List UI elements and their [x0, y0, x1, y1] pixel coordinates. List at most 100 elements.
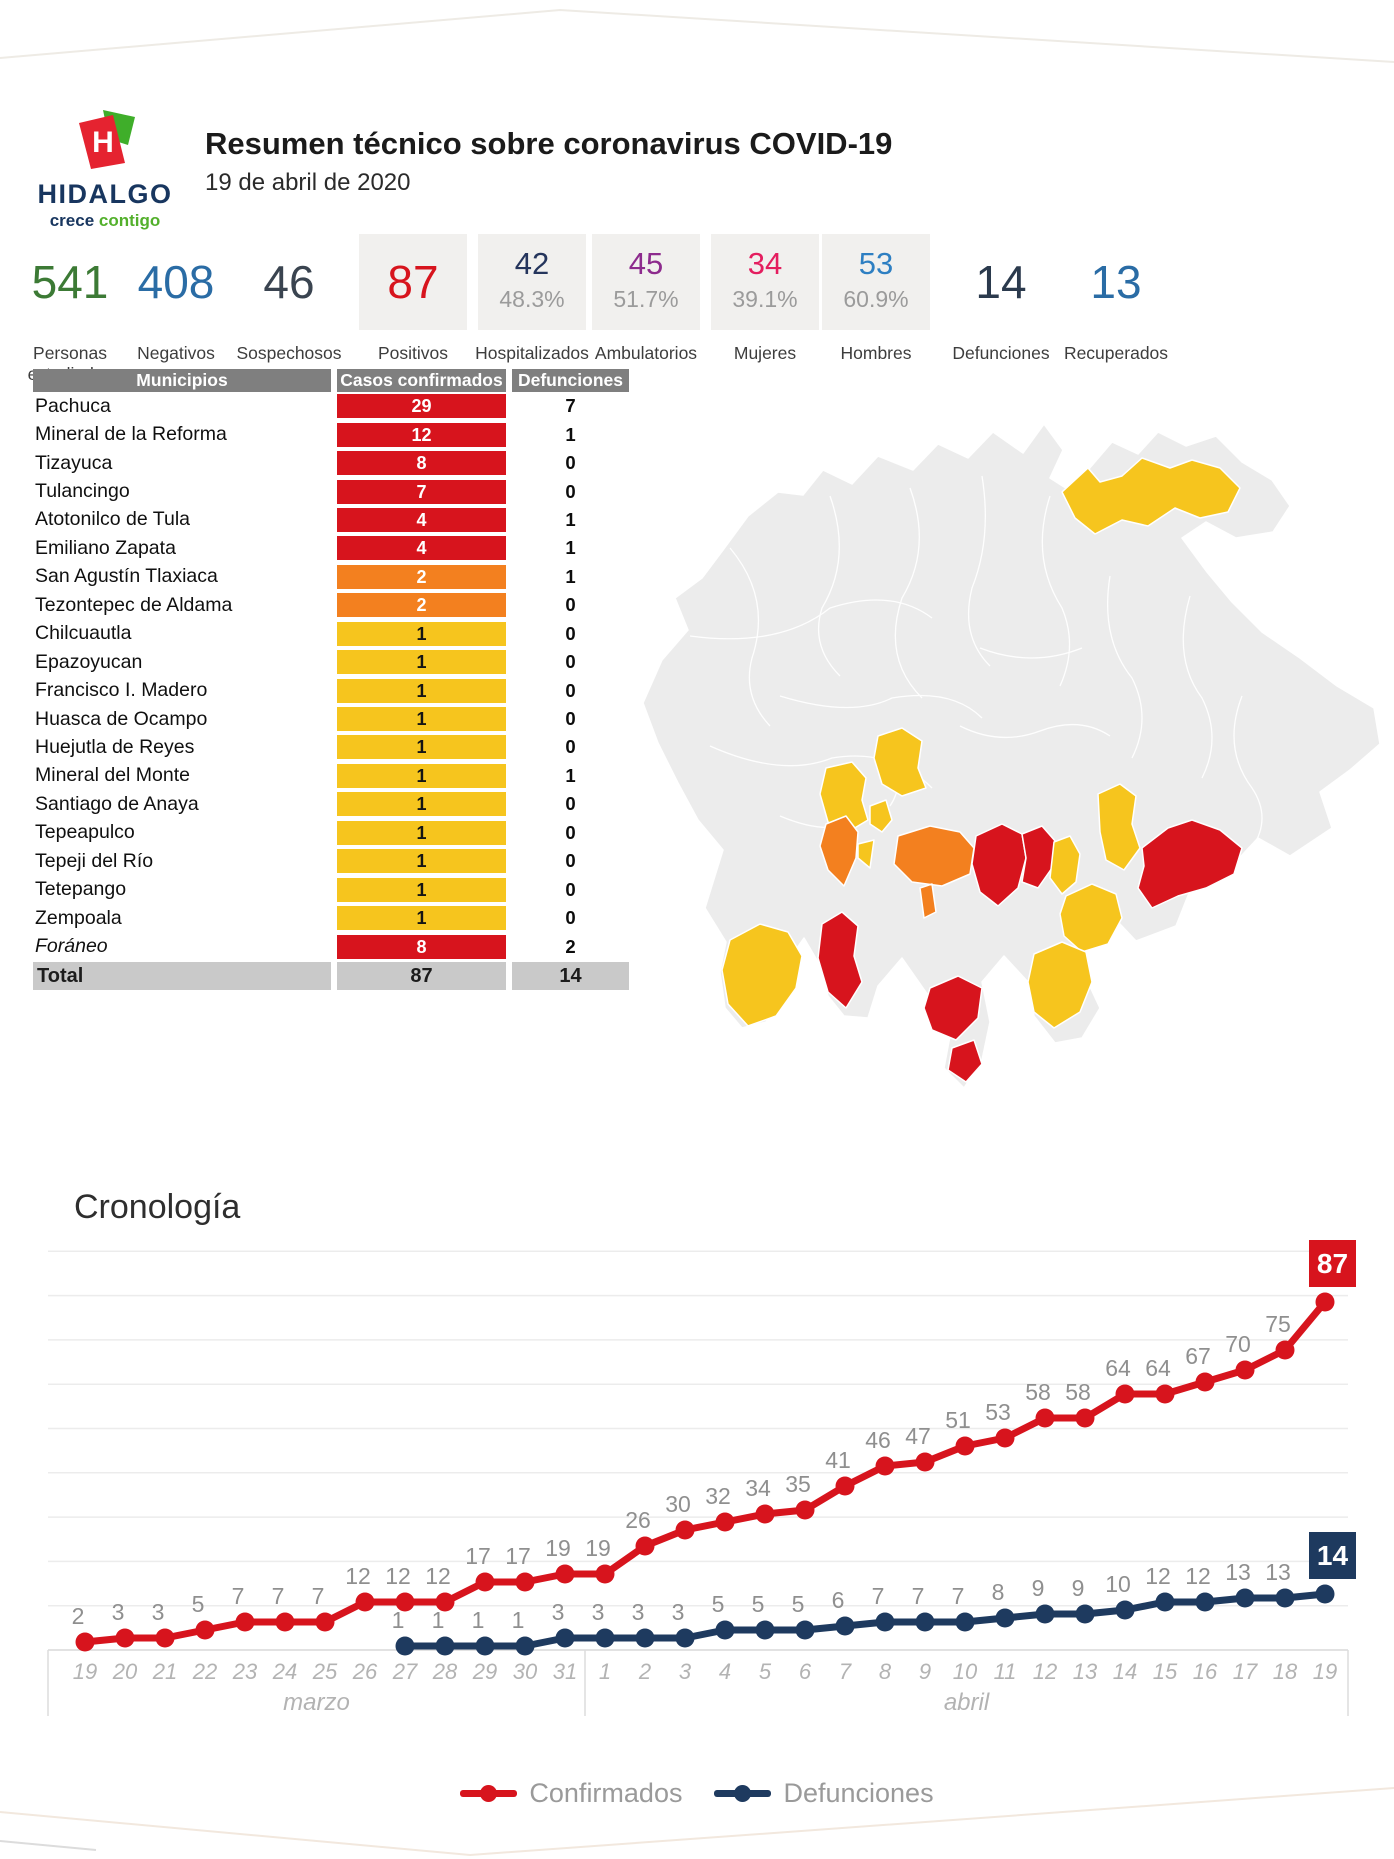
cases-bar: 1 [337, 877, 506, 902]
deaths-value: 0 [565, 651, 576, 673]
total-cases: 87 [337, 961, 506, 990]
legend-item-confirmados: Confirmados [460, 1778, 682, 1809]
confirmados-dot-icon [480, 1785, 498, 1802]
municipality-name: Mineral del Monte [35, 764, 190, 787]
legend-item-defunciones: Defunciones [714, 1778, 934, 1809]
deaths-value: 0 [565, 793, 576, 815]
data-point-label: 58 [1025, 1379, 1051, 1405]
data-point-label: 58 [1065, 1379, 1091, 1405]
deaths-value: 1 [565, 508, 576, 530]
map-municipality-orange-1 [819, 815, 859, 887]
table-row: Tepeji del Río 1 0 [33, 847, 629, 875]
table-row: Francisco I. Madero 1 0 [33, 676, 629, 704]
table-row: Pachuca 29 7 [33, 392, 629, 420]
deaths-value: 0 [565, 480, 576, 502]
deaths-value: 1 [565, 764, 576, 786]
municipality-name: Francisco I. Madero [35, 679, 208, 702]
table-row: Atotonilco de Tula 4 1 [33, 506, 629, 534]
municipality-name: Tepeji del Río [35, 849, 154, 872]
data-point-label: 64 [1105, 1355, 1131, 1381]
data-point-label: 3 [632, 1599, 645, 1625]
data-point-label: 5 [752, 1591, 765, 1617]
table-row: Emiliano Zapata 4 1 [33, 534, 629, 562]
table-row: Tulancingo 7 0 [33, 477, 629, 505]
municipality-name: Tizayuca [35, 451, 113, 474]
data-point-label: 3 [112, 1599, 125, 1625]
data-point-label: 7 [872, 1583, 885, 1609]
col-header-defunciones: Defunciones [512, 369, 629, 392]
stat-label: Hospitalizados [475, 343, 589, 363]
data-point-label: 3 [672, 1599, 685, 1625]
x-axis-date: 4 [719, 1659, 731, 1684]
data-point-label: 70 [1225, 1331, 1251, 1357]
data-point-label: 51 [945, 1407, 971, 1433]
table-body: Pachuca 29 7 Mineral de la Reforma 12 1 Tizayu… [33, 392, 629, 961]
x-axis-date: 17 [1233, 1659, 1258, 1684]
deaths-value: 0 [565, 622, 576, 644]
map-municipality-red-4 [817, 911, 863, 1009]
map-municipality-yellow-3 [869, 799, 893, 833]
map-municipality-yellow-2 [819, 761, 869, 833]
x-axis-date: 21 [152, 1659, 177, 1684]
stat-defunciones: 14 Defunciones [935, 234, 1067, 364]
cases-bar: 29 [337, 394, 506, 419]
stat-label: Positivos [377, 343, 449, 363]
total-label: Total [33, 961, 331, 990]
x-axis-date: 25 [312, 1659, 338, 1684]
cases-bar: 1 [337, 763, 506, 788]
data-point-label: 67 [1185, 1343, 1211, 1369]
legend-label-defunciones: Defunciones [783, 1778, 934, 1808]
x-axis-date: 28 [432, 1659, 458, 1684]
svg-text:H: H [92, 126, 114, 159]
data-point-label: 1 [432, 1607, 445, 1633]
x-axis-date: 19 [1313, 1659, 1337, 1684]
deaths-value: 0 [565, 736, 576, 758]
stat-label: Ambulatorios [594, 343, 698, 363]
x-axis-month: marzo [283, 1689, 350, 1716]
cases-bar: 12 [337, 422, 506, 447]
hidalgo-logo: H HIDALGO crece contigo [28, 108, 182, 231]
stat-percentage: 51.7% [613, 286, 679, 313]
x-axis-date: 8 [879, 1659, 892, 1684]
x-axis-date: 22 [192, 1659, 217, 1684]
x-axis-date: 24 [272, 1659, 297, 1684]
stat-label: Sospechosos [236, 343, 342, 363]
stat-value: 46 [263, 256, 315, 308]
municipality-name: Tepeapulco [35, 821, 135, 844]
data-point-label: 12 [1145, 1563, 1171, 1589]
data-point-label: 19 [585, 1535, 611, 1561]
cases-bar: 1 [337, 735, 506, 760]
table-row: Huejutla de Reyes 1 0 [33, 733, 629, 761]
municipality-name: Huasca de Ocampo [35, 707, 208, 730]
deaths-value: 0 [565, 821, 576, 843]
cases-bar: 7 [337, 479, 506, 504]
data-point-label: 2 [72, 1603, 85, 1629]
table-row: Tizayuca 8 0 [33, 449, 629, 477]
data-point-label: 7 [272, 1583, 285, 1609]
data-point-label: 1 [392, 1607, 405, 1633]
cases-bar: 1 [337, 820, 506, 845]
map-municipality-red-2 [1021, 825, 1057, 889]
legend-label-confirmados: Confirmados [529, 1778, 683, 1808]
stat-value: 14 [975, 256, 1027, 308]
cases-bar: 1 [337, 906, 506, 931]
logo-name: HIDALGO [37, 179, 173, 209]
data-point-label: 34 [745, 1475, 771, 1501]
table-row: Tepeapulco 1 0 [33, 819, 629, 847]
map-municipality-red-1 [971, 823, 1027, 907]
stat-value: 87 [387, 256, 439, 308]
data-point-label: 12 [425, 1563, 451, 1589]
table-total-row: Total 87 14 [33, 961, 629, 990]
latest-value-label: 87 [1317, 1248, 1348, 1279]
table-row: Tetepango 1 0 [33, 875, 629, 903]
page-date: 19 de abril de 2020 [205, 169, 411, 196]
cases-bar: 8 [337, 934, 506, 959]
stat-value: 42 [514, 246, 550, 281]
data-point-label: 5 [712, 1591, 725, 1617]
deaths-value: 1 [565, 423, 576, 445]
data-point-label: 9 [1072, 1575, 1085, 1601]
data-point-label: 1 [472, 1607, 485, 1633]
defunciones-dot-icon [734, 1785, 752, 1802]
data-point-label: 30 [665, 1491, 691, 1517]
table-row: Epazoyucan 1 0 [33, 648, 629, 676]
